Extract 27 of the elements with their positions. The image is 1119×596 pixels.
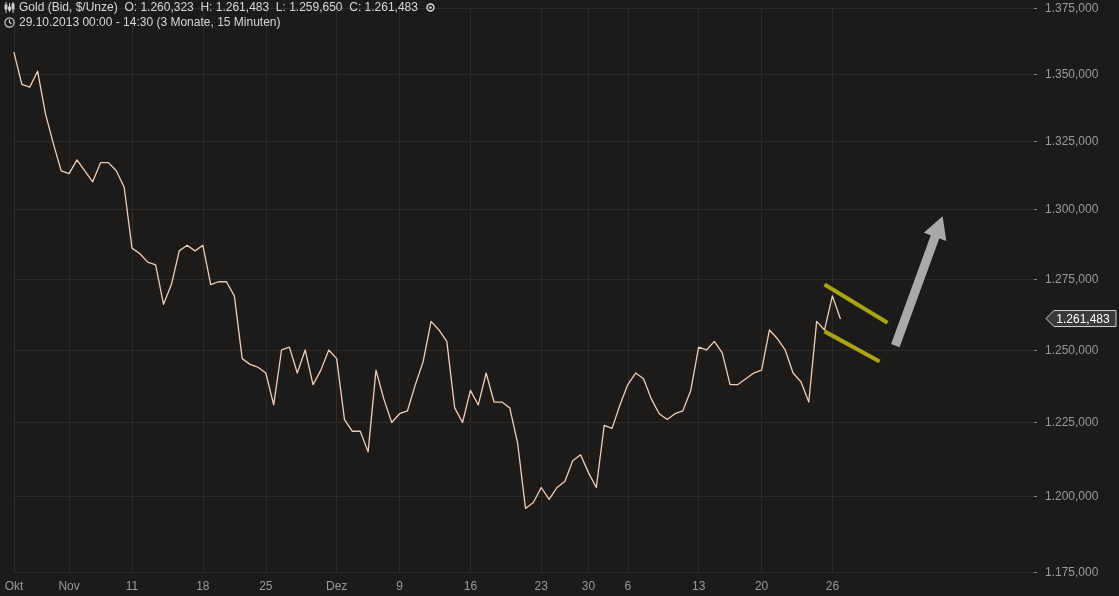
x-tick-label: 26	[825, 579, 840, 593]
y-tick-label: 1.200,000	[1045, 489, 1099, 504]
x-tick-label: 23	[534, 579, 549, 593]
x-tick-label: 20	[754, 579, 769, 593]
y-tick-label: 1.275,000	[1045, 271, 1099, 286]
y-tick-label: 1.350,000	[1045, 66, 1099, 81]
x-tick-label: 30	[581, 579, 596, 593]
x-tick-label: 16	[463, 579, 478, 593]
x-tick-label: Dez	[325, 579, 348, 593]
line-series	[13, 51, 841, 510]
x-tick-label: 11	[125, 579, 139, 593]
x-tick-label: 13	[691, 579, 706, 593]
y-tick-label: 1.375,000	[1045, 1, 1099, 15]
text: 29.10.2013 00:00 - 14:30 (3 Monate, 15 Minuten)	[19, 15, 281, 30]
y-tick-label: 1.175,000	[1045, 565, 1099, 579]
y-tick-label: 1.300,000	[1045, 202, 1099, 217]
chart-title: Gold (Bid, $/Unze) O: 1.260,323 H: 1.261,483 L: 1.259,650 C: 1.261,483	[19, 0, 418, 15]
y-tick-label: 1.225,000	[1045, 415, 1099, 430]
x-tick-label: 25	[259, 579, 273, 593]
y-tick-label: 1.325,000	[1045, 133, 1099, 148]
x-tick-label: 18	[196, 579, 210, 593]
text: 1.261,483	[1056, 312, 1111, 327]
x-tick-label: Okt	[4, 579, 24, 593]
x-tick-label: Nov	[58, 579, 80, 593]
x-tick-label: 9	[396, 579, 404, 593]
x-tick-label: 6	[624, 579, 632, 593]
y-tick-label: 1.250,000	[1045, 342, 1099, 357]
